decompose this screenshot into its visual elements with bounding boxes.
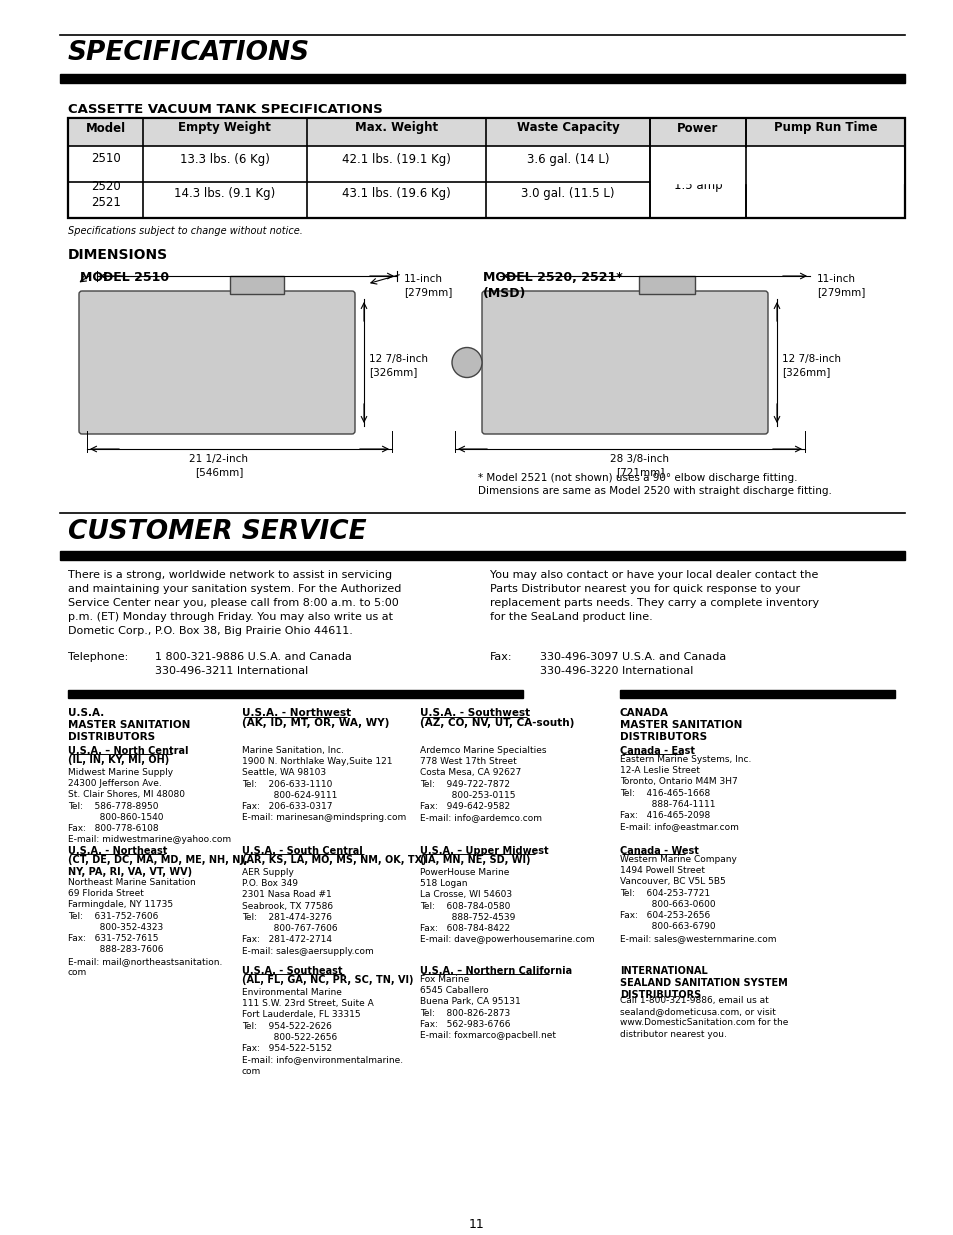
Text: Western Marine Company
1494 Powell Street
Vancouver, BC V5L 5B5
Tel:    604-253-: Western Marine Company 1494 Powell Stree…: [619, 855, 776, 942]
Text: Fax:: Fax:: [490, 652, 512, 662]
Text: 28 3/8-inch
[721mm]: 28 3/8-inch [721mm]: [610, 454, 669, 477]
Text: (IL, IN, KY, MI, OH): (IL, IN, KY, MI, OH): [68, 755, 169, 764]
Text: 2510: 2510: [91, 152, 120, 165]
Text: MODEL 2520, 2521*
(MSD): MODEL 2520, 2521* (MSD): [482, 270, 622, 300]
Text: 13.3 lbs. (6 Kg): 13.3 lbs. (6 Kg): [180, 152, 270, 165]
Text: 1 800-321-9886 U.S.A. and Canada
330-496-3211 International: 1 800-321-9886 U.S.A. and Canada 330-496…: [154, 652, 352, 676]
Bar: [650, 147, 903, 183]
Text: 11: 11: [469, 1218, 484, 1231]
Text: Northeast Marine Sanitation
69 Florida Street
Farmingdale, NY 11735
Tel:    631-: Northeast Marine Sanitation 69 Florida S…: [68, 878, 222, 977]
Text: Pump Run Time: Pump Run Time: [773, 121, 877, 135]
Text: CUSTOMER SERVICE: CUSTOMER SERVICE: [68, 519, 366, 545]
Text: CASSETTE VACUUM TANK SPECIFICATIONS: CASSETTE VACUUM TANK SPECIFICATIONS: [68, 103, 382, 116]
Text: MODEL 2510: MODEL 2510: [80, 270, 169, 284]
Text: Empty Weight: Empty Weight: [178, 121, 271, 135]
Text: (AZ, CO, NV, UT, CA-south): (AZ, CO, NV, UT, CA-south): [419, 718, 574, 727]
Text: AER Supply
P.O. Box 349
2301 Nasa Road #1
Seabrook, TX 77586
Tel:    281-474-327: AER Supply P.O. Box 349 2301 Nasa Road #…: [242, 868, 374, 956]
Text: U.S.A. – Northern California: U.S.A. – Northern California: [419, 966, 572, 976]
Text: CANADA
MASTER SANITATION
DISTRIBUTORS: CANADA MASTER SANITATION DISTRIBUTORS: [619, 708, 741, 742]
Text: Midwest Marine Supply
24300 Jefferson Ave.
St. Clair Shores, MI 48080
Tel:    58: Midwest Marine Supply 24300 Jefferson Av…: [68, 768, 231, 845]
Text: (AR, KS, LA, MO, MS, NM, OK, TX): (AR, KS, LA, MO, MS, NM, OK, TX): [242, 855, 426, 864]
Bar: [231, 275, 284, 294]
Text: (AK, ID, MT, OR, WA, WY): (AK, ID, MT, OR, WA, WY): [242, 718, 389, 727]
Text: * Model 2521 (not shown) uses a 90° elbow discharge fitting.
Dimensions are same: * Model 2521 (not shown) uses a 90° elbo…: [477, 473, 831, 496]
Text: U.S.A. - Southwest: U.S.A. - Southwest: [419, 708, 530, 718]
Text: Model: Model: [86, 121, 126, 135]
Text: Telephone:: Telephone:: [68, 652, 128, 662]
Text: Specifications subject to change without notice.: Specifications subject to change without…: [68, 226, 302, 236]
Bar: [60, 74, 904, 83]
Text: SPECIFICATIONS: SPECIFICATIONS: [68, 40, 310, 65]
Text: You may also contact or have your local dealer contact the
Parts Distributor nea: You may also contact or have your local …: [490, 571, 819, 622]
Text: Ardemco Marine Specialties
778 West 17th Street
Costa Mesa, CA 92627
Tel:    949: Ardemco Marine Specialties 778 West 17th…: [419, 746, 546, 823]
Text: Waste Capacity: Waste Capacity: [517, 121, 618, 135]
Text: Canada - East: Canada - East: [619, 746, 695, 756]
Circle shape: [452, 347, 481, 378]
Bar: [68, 119, 904, 146]
Text: U.S.A.
MASTER SANITATION
DISTRIBUTORS: U.S.A. MASTER SANITATION DISTRIBUTORS: [68, 708, 191, 742]
Text: 21 1/2-inch
[546mm]: 21 1/2-inch [546mm]: [190, 454, 248, 477]
Bar: [68, 690, 522, 698]
Text: 330-496-3097 U.S.A. and Canada
330-496-3220 International: 330-496-3097 U.S.A. and Canada 330-496-3…: [539, 652, 725, 676]
Text: Power: Power: [677, 121, 718, 135]
Text: (IA, MN, NE, SD, WI): (IA, MN, NE, SD, WI): [419, 855, 530, 864]
Text: U.S.A. – Upper Midwest: U.S.A. – Upper Midwest: [419, 846, 548, 856]
Bar: [68, 119, 904, 219]
Text: U.S.A. - Southeast: U.S.A. - Southeast: [242, 966, 342, 976]
Text: approx. 60-70 sec.: approx. 60-70 sec.: [770, 170, 880, 184]
Text: There is a strong, worldwide network to assist in servicing
and maintaining your: There is a strong, worldwide network to …: [68, 571, 401, 636]
Text: Eastern Marine Systems, Inc.
12-A Leslie Street
Toronto, Ontario M4M 3H7
Tel:   : Eastern Marine Systems, Inc. 12-A Leslie…: [619, 755, 751, 831]
Text: 12 VDC,
1.5 amp: 12 VDC, 1.5 amp: [673, 162, 721, 191]
Text: U.S.A. - Northwest: U.S.A. - Northwest: [242, 708, 351, 718]
FancyBboxPatch shape: [79, 291, 355, 433]
Text: 2520
2521: 2520 2521: [91, 179, 120, 209]
FancyBboxPatch shape: [481, 291, 767, 433]
Text: Canada - West: Canada - West: [619, 846, 699, 856]
Bar: [68, 119, 904, 219]
Text: DIMENSIONS: DIMENSIONS: [68, 248, 168, 262]
Text: U.S.A. - South Central: U.S.A. - South Central: [242, 846, 362, 856]
Text: 43.1 lbs. (19.6 Kg): 43.1 lbs. (19.6 Kg): [342, 188, 451, 200]
Bar: [639, 275, 695, 294]
Text: (CT, DE, DC, MA, MD, ME, NH, NJ,
NY, PA, RI, VA, VT, WV): (CT, DE, DC, MA, MD, ME, NH, NJ, NY, PA,…: [68, 855, 248, 877]
Text: PowerHouse Marine
518 Logan
La Crosse, WI 54603
Tel:    608-784-0580
           : PowerHouse Marine 518 Logan La Crosse, W…: [419, 868, 594, 945]
Text: Max. Weight: Max. Weight: [355, 121, 437, 135]
Text: 3.6 gal. (14 L): 3.6 gal. (14 L): [526, 152, 609, 165]
Text: Fox Marine
6545 Caballero
Buena Park, CA 95131
Tel:    800-826-2873
Fax:   562-9: Fox Marine 6545 Caballero Buena Park, CA…: [419, 974, 556, 1040]
Text: Environmental Marine
111 S.W. 23rd Street, Suite A
Fort Lauderdale, FL 33315
Tel: Environmental Marine 111 S.W. 23rd Stree…: [242, 988, 403, 1076]
Text: 42.1 lbs. (19.1 Kg): 42.1 lbs. (19.1 Kg): [342, 152, 451, 165]
Text: INTERNATIONAL
SEALAND SANITATION SYSTEM
DISTRIBUTORS: INTERNATIONAL SEALAND SANITATION SYSTEM …: [619, 966, 787, 1000]
Bar: [68, 119, 904, 219]
Bar: [60, 551, 904, 559]
Text: Call 1-800-321-9886, email us at
sealand@dometicusa.com, or visit
www.DomesticSa: Call 1-800-321-9886, email us at sealand…: [619, 995, 787, 1039]
Text: 11-inch
[279mm]: 11-inch [279mm]: [403, 274, 452, 298]
Text: U.S.A. – North Central: U.S.A. – North Central: [68, 746, 189, 756]
Text: 12 7/8-inch
[326mm]: 12 7/8-inch [326mm]: [781, 354, 841, 377]
Text: Marine Sanitation, Inc.
1900 N. Northlake Way,Suite 121
Seattle, WA 98103
Tel:  : Marine Sanitation, Inc. 1900 N. Northlak…: [242, 746, 406, 823]
Text: (AL, FL, GA, NC, PR, SC, TN, VI): (AL, FL, GA, NC, PR, SC, TN, VI): [242, 974, 413, 986]
Text: 12 7/8-inch
[326mm]: 12 7/8-inch [326mm]: [369, 354, 428, 377]
Text: 3.0 gal. (11.5 L): 3.0 gal. (11.5 L): [520, 188, 615, 200]
Text: 14.3 lbs. (9.1 Kg): 14.3 lbs. (9.1 Kg): [174, 188, 275, 200]
Text: 11-inch
[279mm]: 11-inch [279mm]: [816, 274, 864, 298]
Text: U.S.A. - Northeast: U.S.A. - Northeast: [68, 846, 167, 856]
Bar: [619, 690, 894, 698]
